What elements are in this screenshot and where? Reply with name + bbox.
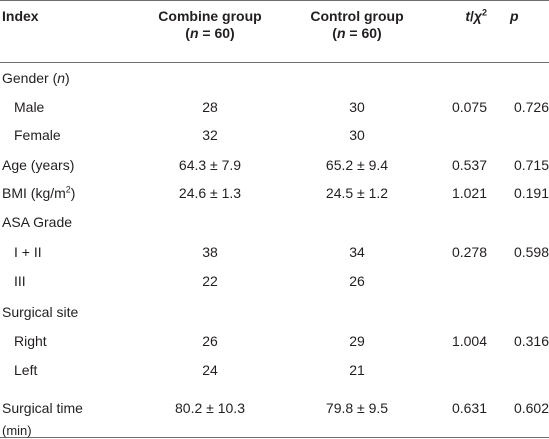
stat-cell: 1.021	[451, 185, 487, 201]
t: χ	[473, 8, 482, 24]
row-label: Gender (n)	[2, 70, 70, 87]
t: (	[185, 25, 190, 41]
header-text: Combine group	[158, 8, 262, 24]
row-label: Right	[14, 333, 47, 349]
combine-cell: 80.2 ± 10.3	[175, 400, 245, 416]
control-cell: 34	[349, 244, 365, 260]
t: 2	[481, 7, 487, 18]
control-cell: 30	[349, 99, 365, 115]
label-part: n	[57, 70, 66, 86]
header-text: Control group	[310, 8, 404, 24]
bottom-rule	[0, 437, 549, 438]
label-part: )	[65, 70, 70, 86]
row-label: III	[14, 273, 26, 289]
control-cell: 65.2 ± 9.4	[325, 157, 389, 173]
row-label: I + II	[14, 244, 42, 260]
combine-cell: 38	[202, 244, 218, 260]
p-cell: 0.191	[513, 185, 549, 201]
row-label: ASA Grade	[2, 214, 73, 230]
p-cell: 0.602	[513, 400, 549, 416]
control-cell: 29	[349, 333, 365, 349]
control-cell: 79.8 ± 9.5	[325, 400, 389, 416]
stat-cell: 0.631	[451, 400, 487, 416]
control-cell: 26	[349, 273, 365, 289]
row-label: Surgical time (min)	[2, 400, 83, 439]
t: /	[470, 8, 474, 24]
t: = 60)	[345, 25, 382, 41]
combine-cell: 64.3 ± 7.9	[178, 157, 242, 173]
header-combine: Combine group (n = 60)	[140, 8, 280, 42]
header-p: p	[510, 8, 519, 24]
t: n	[336, 25, 346, 41]
p-cell: 0.316	[513, 333, 549, 349]
stat-cell: 0.075	[451, 99, 487, 115]
p-cell: 0.598	[513, 244, 549, 260]
stat-cell: 0.278	[451, 244, 487, 260]
control-cell: 24.5 ± 1.2	[325, 185, 389, 201]
row-label: Left	[14, 362, 38, 378]
label-part: BMI (kg/m	[2, 185, 66, 201]
stat-cell: 1.004	[451, 333, 487, 349]
combine-cell: 24.6 ± 1.3	[178, 185, 242, 201]
label-part: 2	[65, 184, 71, 195]
t: (	[332, 25, 337, 41]
label-part: (min)	[2, 423, 32, 438]
t: t	[465, 8, 470, 24]
header-n: (n = 60)	[287, 25, 427, 42]
label-part: Surgical time	[2, 400, 83, 416]
header-stat: t/χ2	[465, 8, 487, 25]
combine-cell: 22	[202, 273, 218, 289]
row-label: Age (years)	[2, 157, 75, 173]
stat-cell: 0.537	[451, 157, 487, 173]
row-label: Surgical site	[2, 304, 79, 320]
label-part: )	[70, 185, 76, 201]
combine-cell: 32	[202, 127, 218, 143]
combine-cell: 26	[202, 333, 218, 349]
t: = 60)	[198, 25, 235, 41]
control-cell: 21	[349, 362, 365, 378]
top-rule	[0, 0, 549, 1]
combine-cell: 24	[202, 362, 218, 378]
header-n: (n = 60)	[140, 25, 280, 42]
t: n	[189, 25, 199, 41]
header-rule	[0, 62, 549, 63]
control-cell: 30	[349, 127, 365, 143]
row-label: Female	[14, 127, 61, 143]
row-label: Male	[14, 99, 45, 115]
row-label: BMI (kg/m2)	[2, 185, 75, 202]
combine-cell: 28	[202, 99, 218, 115]
p-cell: 0.715	[513, 157, 549, 173]
label-part: Gender (	[2, 70, 58, 86]
header-control: Control group (n = 60)	[287, 8, 427, 42]
header-index: Index	[2, 8, 39, 24]
p-cell: 0.726	[513, 99, 549, 115]
